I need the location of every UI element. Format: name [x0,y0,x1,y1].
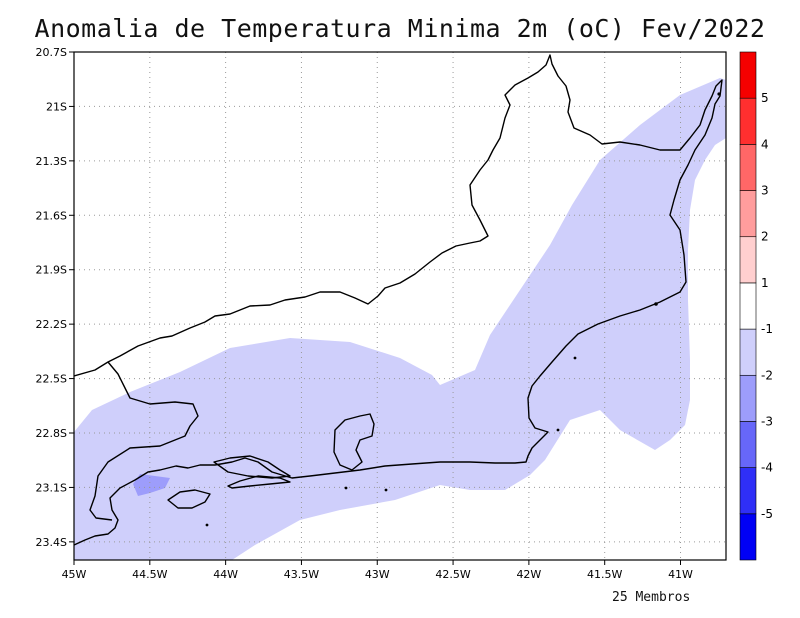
plot-frame [73,51,727,561]
colorbar-tick-label: -4 [761,461,773,475]
colorbar-swatch [739,236,757,284]
colorbar-swatch [739,51,757,99]
longitude-axis: 45W 44.5W 44W 43.5W 43W 42.5W 42W 41.5W 41W [62,560,693,581]
sepetiba-bay [213,455,291,479]
lat-tick-label: 21.9S [36,264,67,277]
anomaly-region-minus1-minus2 [74,78,726,560]
colorbar-tick-label: 1 [761,276,769,290]
colorbar-swatch [739,467,757,515]
gridlines [74,52,726,560]
colorbar-tick-label: -3 [761,414,773,428]
colorbar-tick-label: -5 [761,507,773,521]
colorbar-tick-label: -2 [761,368,773,382]
colorbar-tick-label: 4 [761,137,769,151]
colorbar-swatch [739,374,757,422]
colorbar-swatch [739,421,757,468]
inland-border-west [89,361,199,521]
lon-tick-label: 43.5W [284,568,319,581]
island-marker [205,523,209,527]
lat-tick-label: 22.5S [36,373,67,386]
colorbar-swatch [739,328,757,376]
lat-tick-label: 22.8S [36,427,67,440]
colorbar-tick-label: 5 [761,91,769,105]
colorbar-swatch [739,144,757,191]
lon-tick-label: 43W [365,568,390,581]
anomaly-shading [74,78,726,560]
bay-outline [227,475,291,489]
lat-tick-label: 21.6S [36,209,67,222]
colorbar-swatch [739,97,757,145]
lon-tick-label: 42.5W [435,568,470,581]
latitude-axis: 20.7S 21S 21.3S 21.6S 21.9S 22.2S 22.5S 22.8S 23… [36,46,74,549]
colorbar-tick-label: 2 [761,230,769,244]
lon-tick-label: 42W [516,568,541,581]
map-title: Anomalia de Temperatura Minima 2m (oC) F… [34,14,766,43]
lon-tick-label: 44W [213,568,238,581]
colorbar-swatch [739,190,757,238]
island-marker [344,486,348,490]
island-marker [654,302,658,306]
lon-tick-label: 41.5W [587,568,622,581]
lon-tick-label: 45W [62,568,87,581]
ensemble-members-note: 25 Membros [612,590,691,605]
lat-tick-label: 23.1S [36,481,67,494]
anomaly-region-minus2-minus3 [133,474,170,496]
colorbar-tick-label: 3 [761,184,769,198]
lat-tick-label: 20.7S [36,46,67,59]
lat-tick-label: 22.2S [36,318,67,331]
lon-tick-label: 44.5W [132,568,167,581]
lat-tick-label: 23.4S [36,536,67,549]
state-boundary [74,54,723,546]
island-marker [717,92,721,96]
ilha-grande [167,489,211,509]
island-marker [556,428,560,432]
island-marker [384,488,388,492]
colorbar: -5 -4 -3 -2 -1 1 2 3 4 5 [739,51,773,561]
lat-tick-label: 21.3S [36,155,67,168]
rio-de-janeiro-outline [74,54,723,546]
colorbar-swatch [739,513,757,561]
guanabara-bay [333,413,375,471]
islands [205,92,721,527]
lon-tick-label: 41W [668,568,693,581]
colorbar-tick-label: -1 [761,322,773,336]
lat-tick-label: 21S [46,100,67,113]
colorbar-swatch [739,282,757,330]
island-marker [573,356,577,360]
